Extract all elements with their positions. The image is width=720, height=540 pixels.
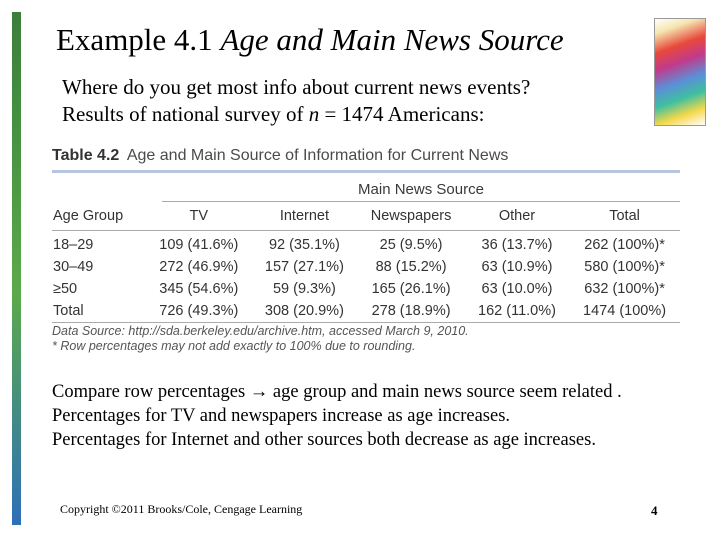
title-subject: Age and Main News Source (220, 22, 564, 57)
intro-line-2-start: Results of national survey of (62, 102, 309, 126)
compare-line-1-start: Compare row percentages (52, 382, 250, 402)
cell-age-group: 30–49 (53, 259, 94, 275)
page-number: 4 (651, 503, 658, 518)
cell-other: 63 (10.9%) (481, 259, 553, 275)
cell-newspapers: 25 (9.5%) (379, 237, 443, 253)
col-header-age-group: Age Group (52, 202, 146, 231)
table-total-row: Total 726 (49.3%) 308 (20.9%) 278 (18.9%… (52, 300, 680, 323)
intro-n-symbol: n (308, 102, 320, 126)
cell-tv: 109 (41.6%) (159, 237, 239, 253)
col-header-tv: TV (146, 202, 252, 231)
table-row: ≥50 345 (54.6%) 59 (9.3%) 165 (26.1%) 63… (52, 278, 680, 300)
title-main: Example 4.1 (56, 22, 213, 57)
cell-tv: 726 (49.3%) (146, 300, 252, 323)
arrow-right-icon: → (249, 382, 269, 402)
table-notes: Data Source: http://sda.berkeley.edu/arc… (52, 324, 680, 354)
decorative-corner-image (654, 18, 706, 126)
table-group-header: Main News Source (162, 179, 680, 202)
compare-line-1: Compare row percentages → age group and … (52, 380, 622, 404)
intro-line-2: Results of national survey of n = 1474 A… (62, 101, 530, 128)
cell-tv: 272 (46.9%) (159, 259, 239, 275)
cell-age-group: 18–29 (53, 237, 94, 253)
col-header-internet: Internet (251, 202, 358, 231)
cell-internet: 59 (9.3%) (272, 281, 336, 297)
intro-text: Where do you get most info about current… (62, 74, 530, 128)
cell-internet: 92 (35.1%) (268, 237, 340, 253)
copyright-footer: Copyright ©2011 Brooks/Cole, Cengage Lea… (60, 502, 303, 516)
table-caption-text: Age and Main Source of Information for C… (126, 147, 509, 164)
cell-other: 162 (11.0%) (464, 300, 570, 323)
cell-age-group: Total (52, 300, 146, 323)
cell-newspapers: 165 (26.1%) (371, 281, 451, 297)
table-header-row: Age Group TV Internet Newspapers Other T… (52, 202, 680, 231)
col-header-other: Other (464, 202, 570, 231)
col-header-total: Total (569, 202, 680, 231)
cell-total: 580 (100%)* (584, 259, 665, 275)
table-data-source: Data Source: http://sda.berkeley.edu/arc… (52, 324, 469, 338)
cell-internet: 308 (20.9%) (251, 300, 358, 323)
col-header-newspapers: Newspapers (357, 202, 465, 231)
cell-newspapers: 88 (15.2%) (375, 259, 447, 275)
table-caption: Table 4.2 Age and Main Source of Informa… (52, 145, 680, 173)
news-source-table: Age Group TV Internet Newspapers Other T… (52, 202, 680, 323)
cell-internet: 157 (27.1%) (264, 259, 344, 275)
intro-line-2-end: = 1474 Americans: (319, 102, 485, 126)
cell-total: 1474 (100%) (569, 300, 680, 323)
cell-age-group: ≥50 (53, 281, 78, 297)
intro-line-1: Where do you get most info about current… (62, 75, 531, 99)
compare-line-3: Percentages for Internet and other sourc… (52, 430, 596, 450)
cell-other: 36 (13.7%) (481, 237, 553, 253)
table-row: 18–29 109 (41.6%) 92 (35.1%) 25 (9.5%) 3… (52, 231, 680, 257)
compare-line-1-end: age group and main news source seem rela… (268, 382, 622, 402)
table-footnote: * Row percentages may not add exactly to… (52, 339, 416, 353)
table-row: 30–49 272 (46.9%) 157 (27.1%) 88 (15.2%)… (52, 256, 680, 278)
decorative-left-bar (12, 12, 21, 525)
cell-total: 262 (100%)* (584, 237, 665, 253)
slide-title: Example 4.1 Age and Main News Source (56, 22, 564, 58)
cell-total: 632 (100%)* (584, 281, 665, 297)
news-source-table-figure: Table 4.2 Age and Main Source of Informa… (52, 145, 680, 354)
cell-tv: 345 (54.6%) (159, 281, 239, 297)
cell-other: 63 (10.0%) (481, 281, 553, 297)
table-label: Table 4.2 (52, 147, 120, 164)
comparison-text: Compare row percentages → age group and … (52, 380, 622, 452)
compare-line-2: Percentages for TV and newspapers increa… (52, 406, 511, 426)
cell-newspapers: 278 (18.9%) (357, 300, 465, 323)
